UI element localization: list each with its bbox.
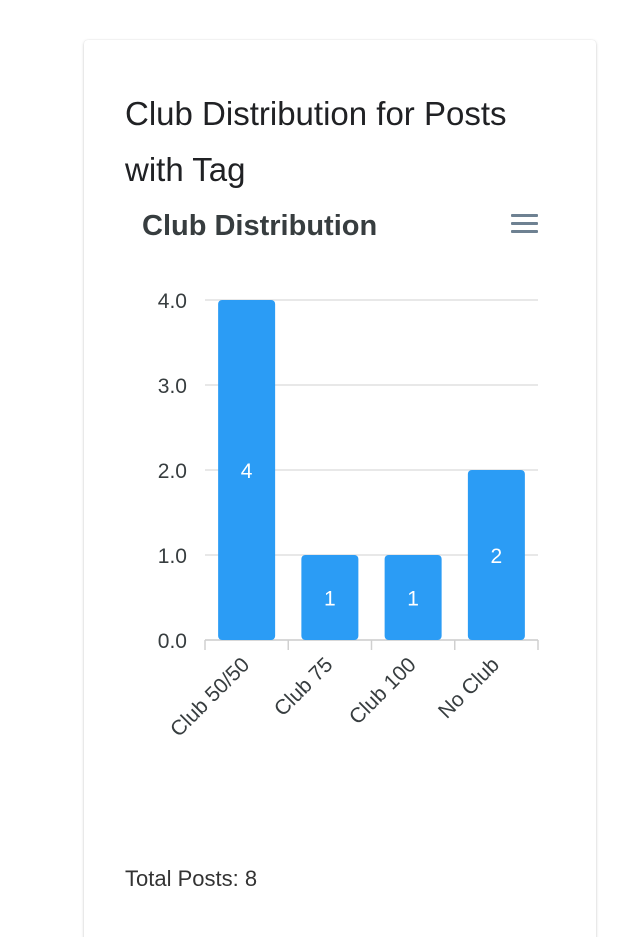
hamburger-menu-icon[interactable] [511, 212, 539, 236]
bar-chart: 0.0 1.0 2.0 3.0 4.0 4 Club 50/50 1 Club 75 1 Club … [158, 290, 539, 741]
bar-data-label: 4 [241, 460, 253, 483]
y-tick-label: 4.0 [158, 290, 187, 313]
chart-title: Club Distribution [142, 210, 378, 242]
x-category-label: Club 50/50 [166, 653, 254, 741]
bar-data-label: 1 [324, 588, 336, 611]
card-title: Club Distribution for Posts with Tag [125, 95, 507, 188]
bar-data-label: 1 [407, 588, 419, 611]
total-posts: Total Posts: 8 [125, 866, 258, 891]
bar [467, 470, 525, 640]
x-category-label: Club 75 [270, 653, 337, 720]
bar [301, 555, 359, 640]
y-tick-label: 2.0 [158, 460, 187, 483]
y-tick-label: 0.0 [158, 630, 187, 653]
bar-data-label: 2 [491, 545, 503, 568]
y-tick-label: 3.0 [158, 375, 187, 398]
x-category-label: Club 100 [345, 653, 421, 729]
y-tick-label: 1.0 [158, 545, 187, 568]
x-category-label: No Club [434, 653, 504, 723]
chart-card: Club Distribution for Posts with Tag Clu… [84, 40, 596, 937]
bar [218, 300, 276, 640]
bar [384, 555, 442, 640]
